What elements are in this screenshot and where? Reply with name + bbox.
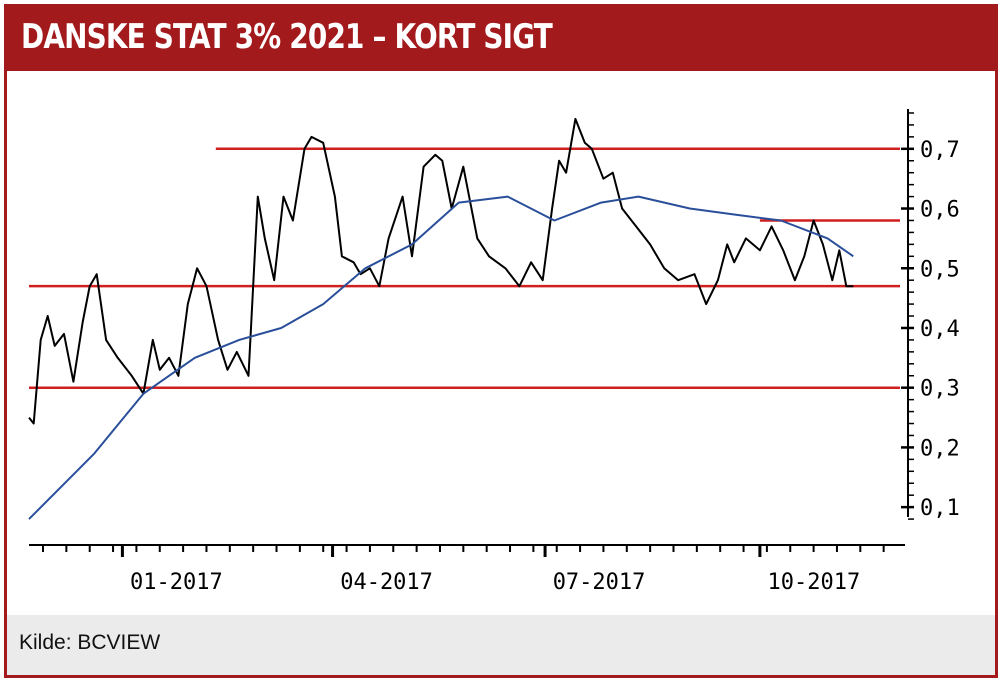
x-tick-label: 04-2017 bbox=[340, 570, 433, 595]
y-tick-label: 0,2 bbox=[920, 436, 960, 461]
y-tick-label: 0,3 bbox=[920, 377, 960, 402]
source-footer: Kilde: BCVIEW bbox=[7, 615, 995, 675]
x-tick-label: 07-2017 bbox=[553, 570, 646, 595]
chart-card: DANSKE STAT 3% 2021 – KORT SIGT 01-2017 0… bbox=[4, 4, 998, 678]
y-tick-label: 0,4 bbox=[920, 317, 960, 342]
line-chart: 01-2017 04-2017 07-2017 10-2017 0,1 0,2 0,3 0,4… bbox=[28, 109, 960, 595]
x-tick-label: 10-2017 bbox=[768, 570, 861, 595]
chart-area: 01-2017 04-2017 07-2017 10-2017 0,1 0,2 0,3 0,4… bbox=[7, 71, 995, 615]
y-tick-label: 0,7 bbox=[920, 138, 960, 163]
x-tick-label: 01-2017 bbox=[130, 570, 223, 595]
y-tick-label: 0,6 bbox=[920, 198, 960, 223]
y-tick-label: 0,5 bbox=[920, 257, 960, 282]
chart-title: DANSKE STAT 3% 2021 – KORT SIGT bbox=[21, 17, 553, 57]
price-series-line bbox=[28, 117, 854, 425]
moving-average-line bbox=[28, 195, 854, 520]
title-bar: DANSKE STAT 3% 2021 – KORT SIGT bbox=[7, 7, 995, 71]
source-label: Kilde: BCVIEW bbox=[19, 631, 161, 654]
y-tick-label: 0,1 bbox=[920, 496, 960, 521]
